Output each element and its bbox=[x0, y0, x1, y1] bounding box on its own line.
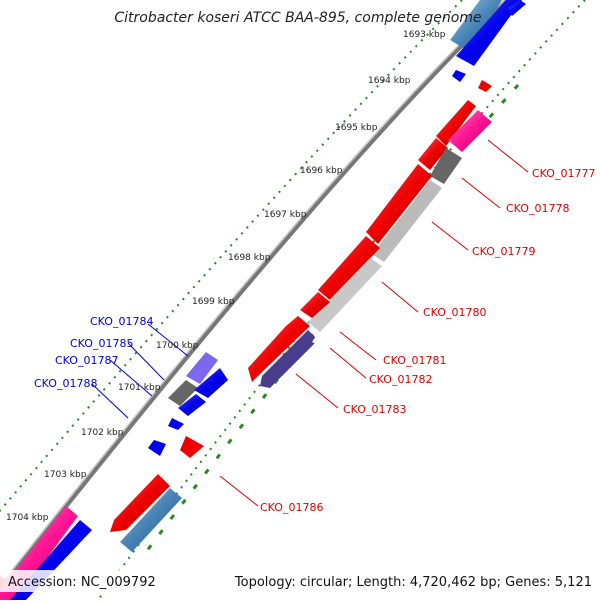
gene-label-cko-01781[interactable]: CKO_01781 bbox=[383, 354, 446, 367]
gene-label-cko-01786[interactable]: CKO_01786 bbox=[260, 501, 323, 514]
gene-label-cko-01784[interactable]: CKO_01784 bbox=[90, 315, 153, 328]
gene-blue-small bbox=[452, 70, 466, 82]
tick-label: 1698 kbp bbox=[228, 253, 271, 263]
gene-cko-01781-red bbox=[248, 316, 310, 382]
gene-label-cko-01778[interactable]: CKO_01778 bbox=[506, 202, 569, 215]
gene-red-1698 bbox=[318, 236, 380, 300]
gene-cko-01782-slate bbox=[260, 330, 318, 388]
tick-label: 1694 kbp bbox=[368, 76, 411, 86]
gene-steelblue-1703 bbox=[120, 488, 182, 552]
tick-label: 1701 kbp bbox=[118, 383, 161, 393]
ruler-labels: 1693 kbp 1694 kbp 1695 kbp 1696 kbp 1697… bbox=[6, 30, 446, 523]
gene-cko-01777-red bbox=[436, 100, 476, 146]
gene-label-cko-01777[interactable]: CKO_01777 bbox=[532, 167, 595, 180]
gene-red-1699 bbox=[300, 292, 330, 318]
gene-cko-01779-lightgray bbox=[372, 180, 442, 262]
gene-label-cko-01787[interactable]: CKO_01787 bbox=[55, 354, 118, 367]
gene-red-1696 bbox=[418, 138, 448, 170]
tick-label: 1696 kbp bbox=[300, 166, 343, 176]
gene-red-1697 bbox=[366, 164, 432, 244]
footer-accession-bg bbox=[0, 570, 150, 592]
gene-cko-01785-gray bbox=[168, 380, 198, 406]
gene-small-white bbox=[312, 336, 324, 346]
tick-label: 1699 kbp bbox=[192, 297, 235, 307]
backbone-highlight bbox=[0, 0, 505, 587]
tick-label: 1700 kbp bbox=[156, 341, 199, 351]
tick-label: 1702 kbp bbox=[81, 428, 124, 438]
gene-label-cko-01785[interactable]: CKO_01785 bbox=[70, 337, 133, 350]
tick-label: 1703 kbp bbox=[44, 470, 87, 480]
accession-text: Accession: NC_009792 bbox=[8, 575, 156, 590]
gene-blue-1702 bbox=[148, 440, 166, 456]
gene-label-cko-01779[interactable]: CKO_01779 bbox=[472, 245, 535, 258]
gene-blue-1701a bbox=[194, 368, 228, 398]
tick-label: 1695 kbp bbox=[335, 123, 378, 133]
footer-summary-bg bbox=[256, 570, 600, 592]
leader-lines-right bbox=[219, 139, 529, 507]
gene-cko-01786-red bbox=[180, 436, 204, 458]
ruler-dotted-line bbox=[0, 0, 463, 513]
gene-cko-01784-purple bbox=[186, 352, 218, 384]
tick-track-inner bbox=[138, 84, 520, 561]
tick-label: 1697 kbp bbox=[264, 210, 307, 220]
genome-backbone bbox=[0, 0, 510, 594]
gene-cko-01787-blue bbox=[178, 394, 206, 416]
gene-blue-top2 bbox=[508, 0, 526, 16]
gene-red-1703 bbox=[110, 474, 170, 532]
gene-label-cko-01783[interactable]: CKO_01783 bbox=[343, 403, 406, 416]
gene-red-small-top bbox=[478, 80, 492, 92]
gene-cko-01777-pink bbox=[448, 110, 492, 152]
gene-labels-left: CKO_01784 CKO_01785 CKO_01787 CKO_01788 bbox=[34, 315, 153, 390]
gene-label-cko-01782[interactable]: CKO_01782 bbox=[369, 373, 432, 386]
tick-label: 1704 kbp bbox=[6, 513, 49, 523]
gene-label-cko-01788[interactable]: CKO_01788 bbox=[34, 377, 97, 390]
gene-cko-01778-gray bbox=[430, 148, 462, 184]
tick-label: 1693 kbp bbox=[403, 30, 446, 40]
gene-cko-01788-blue bbox=[168, 418, 184, 430]
outer-dotted-line bbox=[97, 0, 586, 601]
gene-blue-top bbox=[456, 0, 522, 66]
gene-label-cko-01780[interactable]: CKO_01780 bbox=[423, 306, 486, 319]
topology-summary-text: Topology: circular; Length: 4,720,462 bp… bbox=[234, 575, 592, 590]
gene-cko-01780-lightgray bbox=[308, 258, 382, 332]
gene-steelblue-top bbox=[450, 0, 502, 52]
gene-labels-right: CKO_01777 CKO_01778 CKO_01779 CKO_01780 … bbox=[260, 167, 595, 514]
leader-lines-left bbox=[91, 323, 189, 419]
map-title: Citrobacter koseri ATCC BAA-895, complet… bbox=[114, 10, 481, 26]
